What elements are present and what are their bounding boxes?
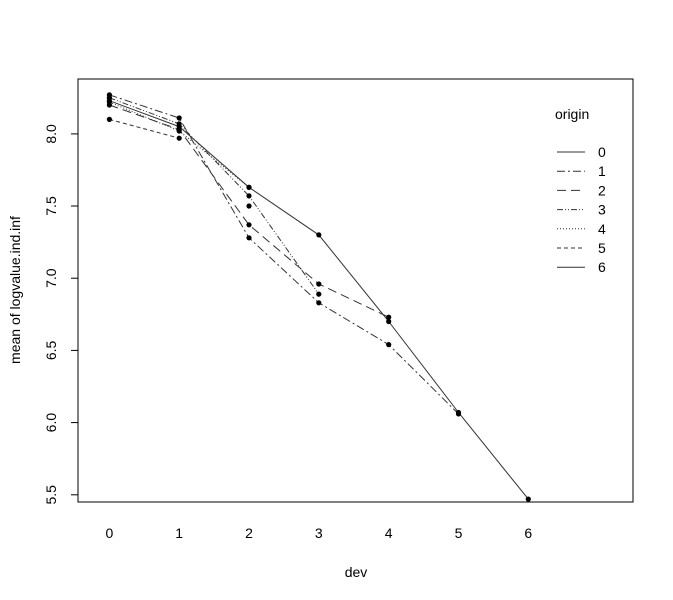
legend-label-0: 0 (598, 144, 606, 160)
legend-label-5: 5 (598, 240, 606, 256)
data-point-1-5 (455, 411, 462, 417)
x-tick-label: 3 (315, 525, 323, 541)
points-layer (106, 92, 531, 502)
x-tick-label: 2 (245, 525, 253, 541)
data-point-0-6 (525, 496, 531, 502)
data-point-2-3 (316, 281, 322, 287)
legend-label-4: 4 (598, 221, 606, 237)
series-line-2 (109, 104, 389, 318)
data-point-1-3 (316, 300, 322, 306)
x-axis: 0 1 2 3 4 5 6 (106, 525, 533, 541)
data-point-6-0 (106, 95, 112, 101)
y-axis: 5.5 6.0 6.5 7.0 7.5 8.0 (43, 124, 79, 505)
data-point-2-4 (386, 314, 392, 320)
data-point-3-3 (316, 291, 322, 297)
x-axis-label: dev (345, 564, 368, 580)
y-axis-label: mean of logvalue.ind.inf (7, 216, 23, 364)
y-tick-label: 7.0 (43, 268, 59, 288)
legend-label-2: 2 (598, 182, 606, 198)
data-point-1-4 (386, 342, 392, 348)
x-tick-label: 5 (455, 525, 463, 541)
plot-frame (77, 78, 634, 503)
legend-label-6: 6 (598, 259, 606, 275)
x-tick-label: 4 (385, 525, 393, 541)
data-point-2-2 (246, 222, 252, 228)
x-tick-label: 1 (175, 525, 183, 541)
legend: origin 0 1 2 3 4 5 6 (555, 106, 606, 275)
data-point-extra-0 (246, 203, 252, 209)
series-line-3 (109, 97, 320, 295)
series-layer (109, 94, 529, 500)
data-point-0-4 (386, 318, 392, 325)
data-point-4-1 (176, 128, 182, 134)
data-point-1-2 (246, 235, 252, 241)
series-line-5 (109, 118, 180, 139)
data-point-1-1 (176, 115, 182, 121)
y-tick-label: 6.5 (43, 340, 59, 360)
y-tick-label: 8.0 (43, 124, 59, 144)
y-tick-label: 7.5 (43, 196, 59, 216)
legend-label-1: 1 (598, 163, 606, 179)
data-point-4-0 (106, 99, 112, 105)
x-tick-label: 6 (524, 525, 532, 541)
x-tick-label: 0 (106, 525, 114, 541)
data-point-3-1 (176, 121, 182, 127)
legend-label-3: 3 (598, 202, 606, 218)
data-point-0-3 (316, 232, 322, 238)
series-line-0 (109, 100, 529, 500)
data-point-5-1 (176, 135, 182, 141)
legend-title: origin (555, 106, 589, 122)
y-tick-label: 6.0 (43, 413, 59, 433)
series-line-1 (109, 94, 459, 415)
data-point-4-2 (246, 184, 252, 190)
data-point-5-0 (106, 116, 112, 122)
y-tick-label: 5.5 (43, 485, 59, 505)
data-point-3-2 (246, 193, 252, 199)
